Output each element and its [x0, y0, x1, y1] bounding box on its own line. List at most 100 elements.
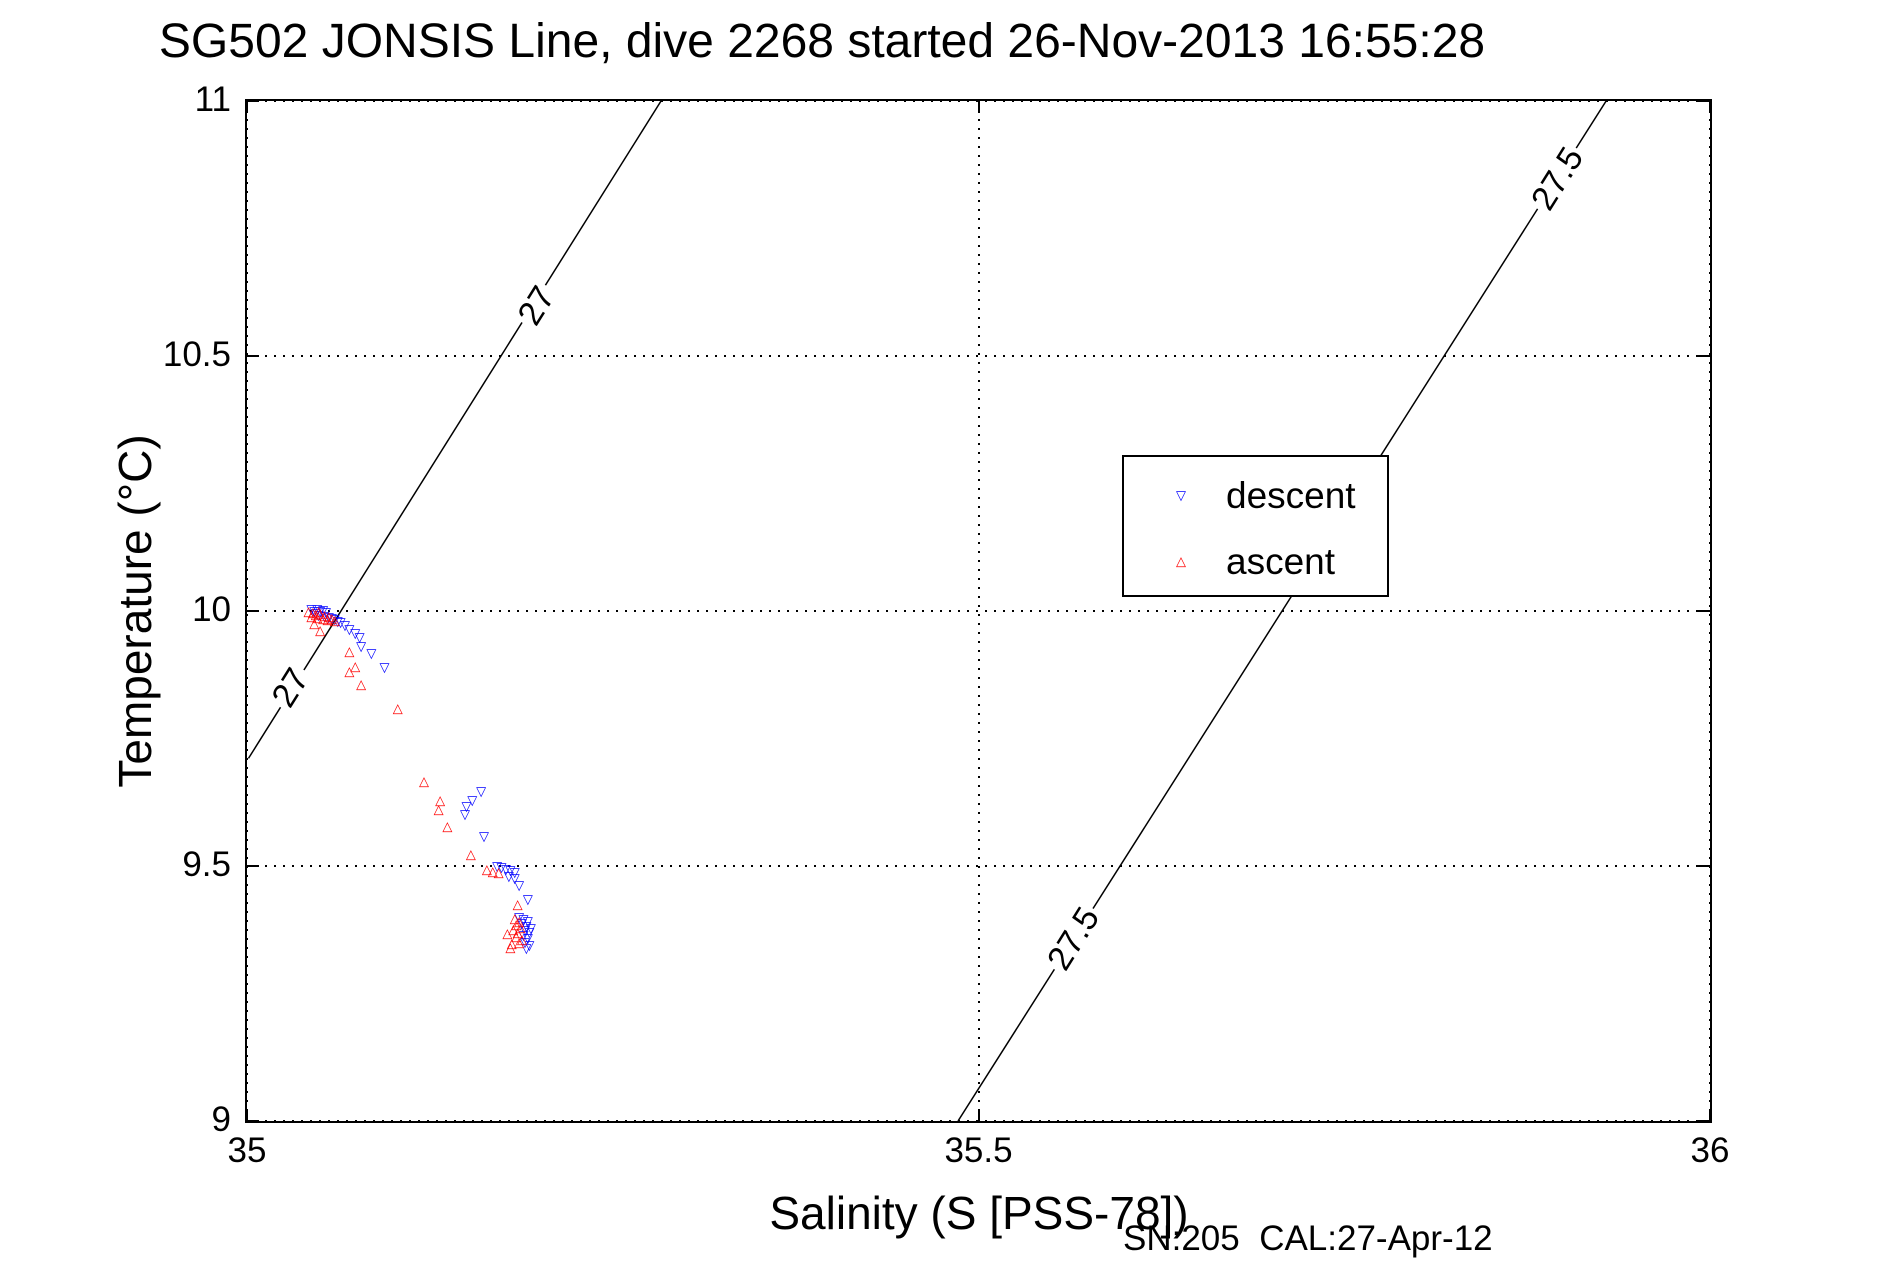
data-point-ascent: △ [392, 701, 403, 717]
data-point-ascent: △ [465, 847, 476, 863]
data-point-ascent: △ [310, 607, 321, 623]
data-point-ascent: △ [435, 793, 446, 809]
data-point-descent: ▽ [318, 603, 329, 619]
y-tick-mark [1698, 610, 1710, 612]
data-point-descent: ▽ [525, 921, 536, 937]
data-point-descent: ▽ [519, 923, 530, 939]
data-point-descent: ▽ [522, 914, 533, 930]
y-tick-label: 9 [211, 1100, 231, 1139]
gridline-y [247, 1120, 1710, 1122]
data-point-ascent: △ [319, 608, 330, 624]
data-point-ascent: △ [514, 914, 525, 930]
data-point-ascent: △ [318, 611, 329, 627]
x-axis-label: Salinity (S [PSS-78]) [769, 1187, 1189, 1239]
data-point-descent: ▽ [505, 863, 516, 879]
y-tick-label: 11 [194, 80, 231, 119]
data-point-descent: ▽ [517, 916, 528, 932]
data-point-ascent: △ [322, 612, 333, 628]
data-point-ascent: △ [511, 929, 522, 945]
legend-item-label: ascent [1226, 541, 1336, 582]
x-tick-label: 35 [227, 1131, 267, 1170]
legend-item-label: descent [1226, 475, 1356, 516]
data-point-descent: ▽ [366, 646, 377, 662]
data-point-descent: ▽ [354, 630, 365, 646]
data-point-descent: ▽ [509, 865, 520, 881]
data-point-descent: ▽ [518, 928, 529, 944]
y-tick-mark [1698, 100, 1710, 102]
data-point-ascent: △ [419, 774, 430, 790]
data-point-descent: ▽ [476, 784, 487, 800]
data-point-ascent: △ [312, 610, 323, 626]
y-tick-label: 9.5 [182, 845, 231, 884]
x-tick-label: 35.5 [944, 1131, 1013, 1170]
y-tick-label: 10.5 [162, 335, 231, 374]
data-point-descent: ▽ [514, 910, 525, 926]
data-point-descent: ▽ [335, 615, 346, 631]
data-point-descent: ▽ [356, 639, 367, 655]
gridline-y [247, 865, 1710, 867]
data-point-descent: ▽ [518, 912, 529, 928]
data-point-ascent: △ [502, 926, 513, 942]
data-point-ascent: △ [350, 659, 361, 675]
data-point-descent: ▽ [350, 626, 361, 642]
data-point-descent: ▽ [310, 606, 321, 622]
data-point-descent: ▽ [344, 622, 355, 638]
data-point-descent: ▽ [459, 807, 470, 823]
data-point-ascent: △ [512, 897, 523, 913]
data-point-descent: ▽ [379, 660, 390, 676]
data-point-ascent: △ [356, 677, 367, 693]
data-point-descent: ▽ [306, 602, 317, 618]
data-point-descent: ▽ [522, 931, 533, 947]
data-point-ascent: △ [506, 936, 517, 952]
legend-marker-triangle-up: △ [1176, 554, 1186, 570]
data-point-descent: ▽ [521, 919, 532, 935]
plot-area: 27 27 27.5 27.5 ▽ ▽ ▽ ▽ ▽ ▽ ▽ ▽ ▽ ▽ ▽ ▽ ▽ ▽ ▽ ▽ ▽ ▽ ▽ ▽ ▽ ▽ ▽ ▽ ▽ ▽ ▽… [245, 99, 1712, 1123]
data-point-ascent: △ [344, 644, 355, 660]
data-point-descent: ▽ [524, 925, 535, 941]
x-tick-mark [977, 101, 980, 113]
data-point-descent: ▽ [503, 869, 514, 885]
figure-title: SG502 JONSIS Line, dive 2268 started 26-… [158, 15, 1486, 68]
x-tick-mark [1709, 1109, 1711, 1121]
data-point-descent: ▽ [315, 604, 326, 620]
legend-item-descent: ▽ descent [1124, 475, 1387, 516]
data-point-ascent: △ [309, 616, 320, 632]
data-point-descent: ▽ [312, 602, 323, 618]
data-point-descent: ▽ [323, 610, 334, 626]
isopycnal-contour-lines [247, 101, 1607, 1121]
data-point-ascent: △ [512, 925, 523, 941]
y-tick-mark [247, 610, 259, 612]
data-point-ascent: △ [508, 922, 519, 938]
legend-marker-triangle-down: ▽ [1176, 488, 1186, 504]
y-tick-mark [247, 865, 259, 867]
data-point-ascent: △ [344, 664, 355, 680]
x-tick-mark [1709, 101, 1711, 113]
data-point-descent: ▽ [461, 799, 472, 815]
x-tick-mark [977, 1109, 980, 1121]
data-point-ascent: △ [509, 911, 520, 927]
data-point-descent: ▽ [496, 860, 507, 876]
data-point-descent: ▽ [329, 612, 340, 628]
y-tick-mark [247, 355, 259, 357]
data-point-ascent: △ [323, 609, 334, 625]
data-point-descent: ▽ [309, 604, 320, 619]
x-tick-label: 36 [1690, 1131, 1730, 1170]
data-point-descent: ▽ [340, 618, 351, 634]
data-point-descent: ▽ [467, 793, 478, 809]
data-point-ascent: △ [505, 940, 516, 956]
gridline-y [247, 610, 1710, 612]
gridline-x [1709, 101, 1711, 1121]
data-point-ascent: △ [442, 819, 453, 835]
data-point-descent: ▽ [479, 829, 489, 845]
data-point-descent: ▽ [509, 871, 520, 887]
data-point-ascent: △ [517, 932, 528, 948]
data-point-ascent: △ [481, 862, 492, 878]
data-point-ascent: △ [433, 802, 444, 818]
data-point-ascent: △ [515, 920, 526, 936]
gridline-y [247, 355, 1710, 357]
data-point-ascent: △ [493, 865, 504, 881]
y-tick-mark [1698, 1120, 1710, 1122]
legend-item-ascent: △ ascent [1124, 541, 1387, 582]
data-point-descent: ▽ [321, 605, 331, 621]
